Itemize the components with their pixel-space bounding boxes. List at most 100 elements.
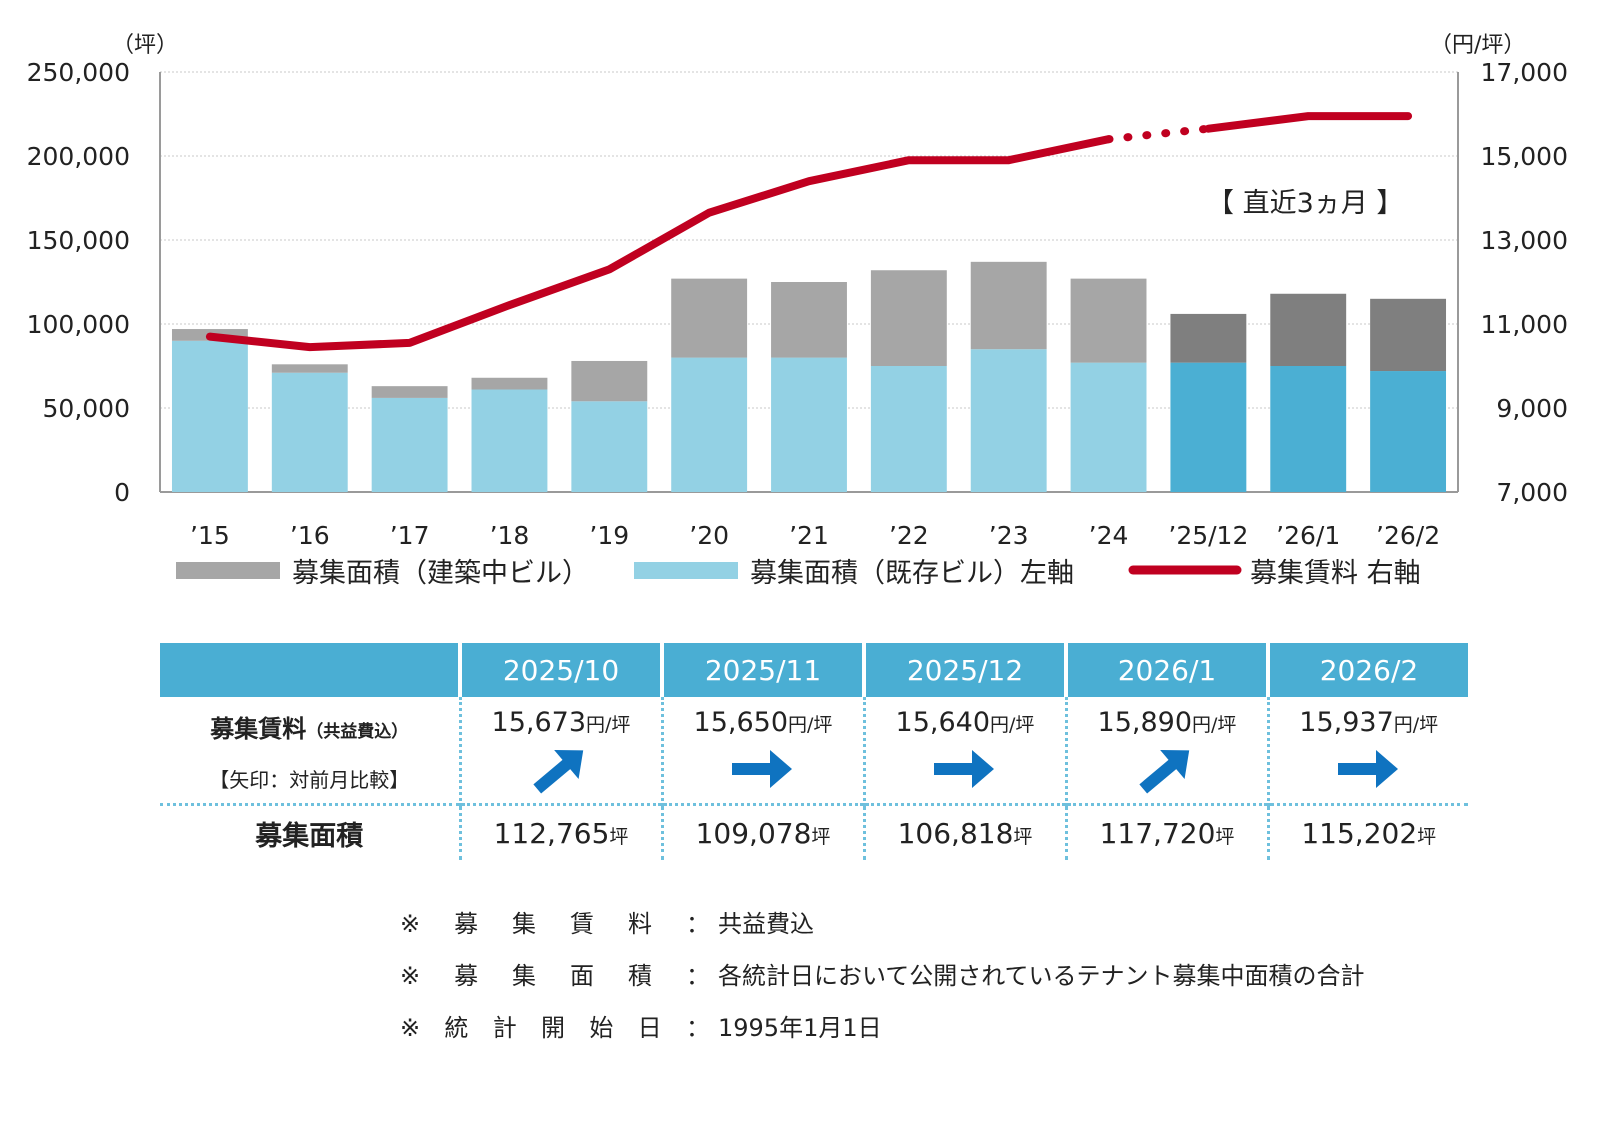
rent-label-sub: （共益費込） — [306, 722, 409, 742]
footnote: ※ 募集賃料： 共益費込 — [400, 898, 1365, 950]
area-value: 109,078 — [695, 816, 812, 850]
bar-existing — [271, 372, 348, 492]
rent-value: 15,673 — [491, 707, 587, 738]
arrow-right-icon — [934, 750, 994, 788]
bar-construction — [571, 360, 648, 402]
right-tick-label: 11,000 — [1481, 310, 1568, 339]
bar-existing — [970, 349, 1047, 492]
rent-unit: 円/坪 — [788, 714, 833, 736]
bar-construction — [870, 270, 947, 366]
x-tick-label: ’16 — [290, 521, 330, 550]
area-unit: 坪 — [1417, 825, 1437, 848]
table-header-month: 2025/11 — [660, 643, 864, 697]
left-tick-label: 200,000 — [27, 142, 130, 171]
right-tick-label: 13,000 — [1481, 226, 1568, 255]
right-tick-labels: 17,000 15,000 13,000 11,000 9,000 7,000 — [1481, 58, 1568, 507]
rent-unit: 円/坪 — [1393, 714, 1439, 736]
arrow-up-right-icon — [1139, 749, 1190, 794]
table-header-month: 2026/1 — [1064, 643, 1268, 697]
x-tick-label: ’24 — [1089, 521, 1129, 550]
bar-existing — [1070, 362, 1147, 492]
area-value: 112,765 — [493, 816, 610, 850]
rent-line-solid — [205, 135, 1113, 352]
legend-label-construction: 募集面積（建築中ビル） — [292, 558, 589, 589]
bar-construction — [1370, 298, 1447, 372]
left-tick-label: 100,000 — [27, 310, 130, 339]
table-header-month: 2025/10 — [458, 643, 662, 697]
x-tick-label: ’21 — [789, 521, 829, 550]
bar-existing — [771, 357, 847, 492]
arrow-note: 【矢印：対前月比較】 — [209, 768, 410, 792]
bar-construction — [671, 278, 748, 358]
rent-unit: 円/坪 — [586, 714, 631, 736]
x-tick-label: ’26/1 — [1276, 521, 1340, 550]
legend-swatch-existing — [634, 562, 738, 579]
bar-construction — [471, 377, 548, 390]
rent-value: 15,890 — [1097, 707, 1193, 738]
x-tick-label: ’25/12 — [1168, 521, 1248, 550]
table-header-month: 2025/12 — [862, 643, 1066, 697]
rent-value: 15,937 — [1299, 707, 1394, 738]
footnotes: ※ 募集賃料： 共益費込 ※ 募集面積： 各統計日において公開されているテナント募集… — [400, 898, 1365, 1054]
footnote-key: ※ 統計開始日： — [400, 1014, 710, 1042]
footnote-value: 共益費込 — [718, 910, 814, 938]
area-value: 115,202 — [1301, 816, 1418, 850]
area-unit: 坪 — [1215, 825, 1235, 848]
right-tick-label: 7,000 — [1496, 478, 1568, 507]
x-tick-label: ’26/2 — [1376, 521, 1440, 550]
bar-construction — [1270, 293, 1347, 366]
rent-cell: 15,640円/坪 — [862, 697, 1066, 805]
left-tick-label: 50,000 — [43, 394, 130, 423]
bar-construction — [970, 261, 1047, 350]
rent-cell: 15,673円/坪 — [458, 697, 662, 805]
left-axis-unit: （坪） — [112, 33, 178, 58]
rent-cell: 15,890円/坪 — [1064, 697, 1268, 805]
area-label: 募集面積 — [160, 803, 460, 860]
right-axis-unit: （円/坪） — [1430, 33, 1525, 58]
rent-unit: 円/坪 — [990, 714, 1035, 736]
area-unit: 坪 — [1013, 825, 1033, 848]
footnote: ※ 統計開始日： 1995年1月1日 — [400, 1002, 1365, 1054]
arrow-right-icon — [732, 750, 792, 788]
area-cell: 106,818坪 — [862, 803, 1066, 860]
arrow-right-icon — [1337, 750, 1398, 788]
bar-existing — [671, 357, 748, 492]
footnote-value: 各統計日において公開されているテナント募集中面積の合計 — [718, 962, 1365, 990]
table-header-month: 2026/2 — [1266, 643, 1468, 697]
bar-construction — [271, 364, 348, 373]
bar-existing — [571, 401, 648, 492]
x-tick-label: ’23 — [989, 521, 1029, 550]
bar-existing — [1270, 366, 1347, 492]
area-cell: 115,202坪 — [1266, 803, 1468, 860]
arrow-up-right-icon — [533, 749, 584, 794]
bar-construction — [1070, 278, 1147, 363]
area-cell: 112,765坪 — [458, 803, 662, 860]
x-tick-label: ’20 — [689, 521, 729, 550]
bar-existing — [870, 366, 947, 492]
x-tick-label: ’18 — [490, 521, 530, 550]
left-tick-label: 250,000 — [27, 58, 130, 87]
table-header-row: 2025/10 2025/11 2025/12 2026/1 2026/2 — [160, 643, 1468, 697]
bar-existing — [171, 340, 248, 492]
recent-annotation: 【 直近3ヵ月 】 — [1207, 188, 1403, 219]
rent-row: 募集賃料（共益費込） 【矢印：対前月比較】 15,673円/坪 15,650円/… — [160, 697, 1468, 805]
area-unit: 坪 — [811, 825, 831, 848]
right-tick-label: 17,000 — [1481, 58, 1568, 87]
bar-existing — [371, 397, 448, 492]
rent-cell: 15,650円/坪 — [660, 697, 864, 805]
right-tick-label: 15,000 — [1481, 142, 1568, 171]
table-header-blank — [160, 643, 460, 697]
legend-label-existing: 募集面積（既存ビル）左軸 — [750, 558, 1074, 589]
bar-existing — [1370, 371, 1447, 492]
x-tick-label: ’15 — [190, 521, 230, 550]
bar-construction — [371, 386, 448, 398]
area-cell: 109,078坪 — [660, 803, 864, 860]
area-cell: 117,720坪 — [1064, 803, 1268, 860]
footnote-key: ※ 募集賃料： — [400, 910, 710, 938]
rent-value: 15,650 — [693, 707, 789, 738]
x-tick-labels: ’15 ’16 ’17 ’18 ’19 ’20 ’21 ’22 ’23 ’24 ’25/12 ’26/… — [190, 521, 1440, 550]
rent-line-recent — [1204, 112, 1413, 133]
right-tick-label: 9,000 — [1496, 394, 1568, 423]
area-row: 募集面積 112,765坪 109,078坪 106,818坪 117,720坪… — [160, 803, 1468, 860]
bar-construction — [1170, 313, 1247, 363]
